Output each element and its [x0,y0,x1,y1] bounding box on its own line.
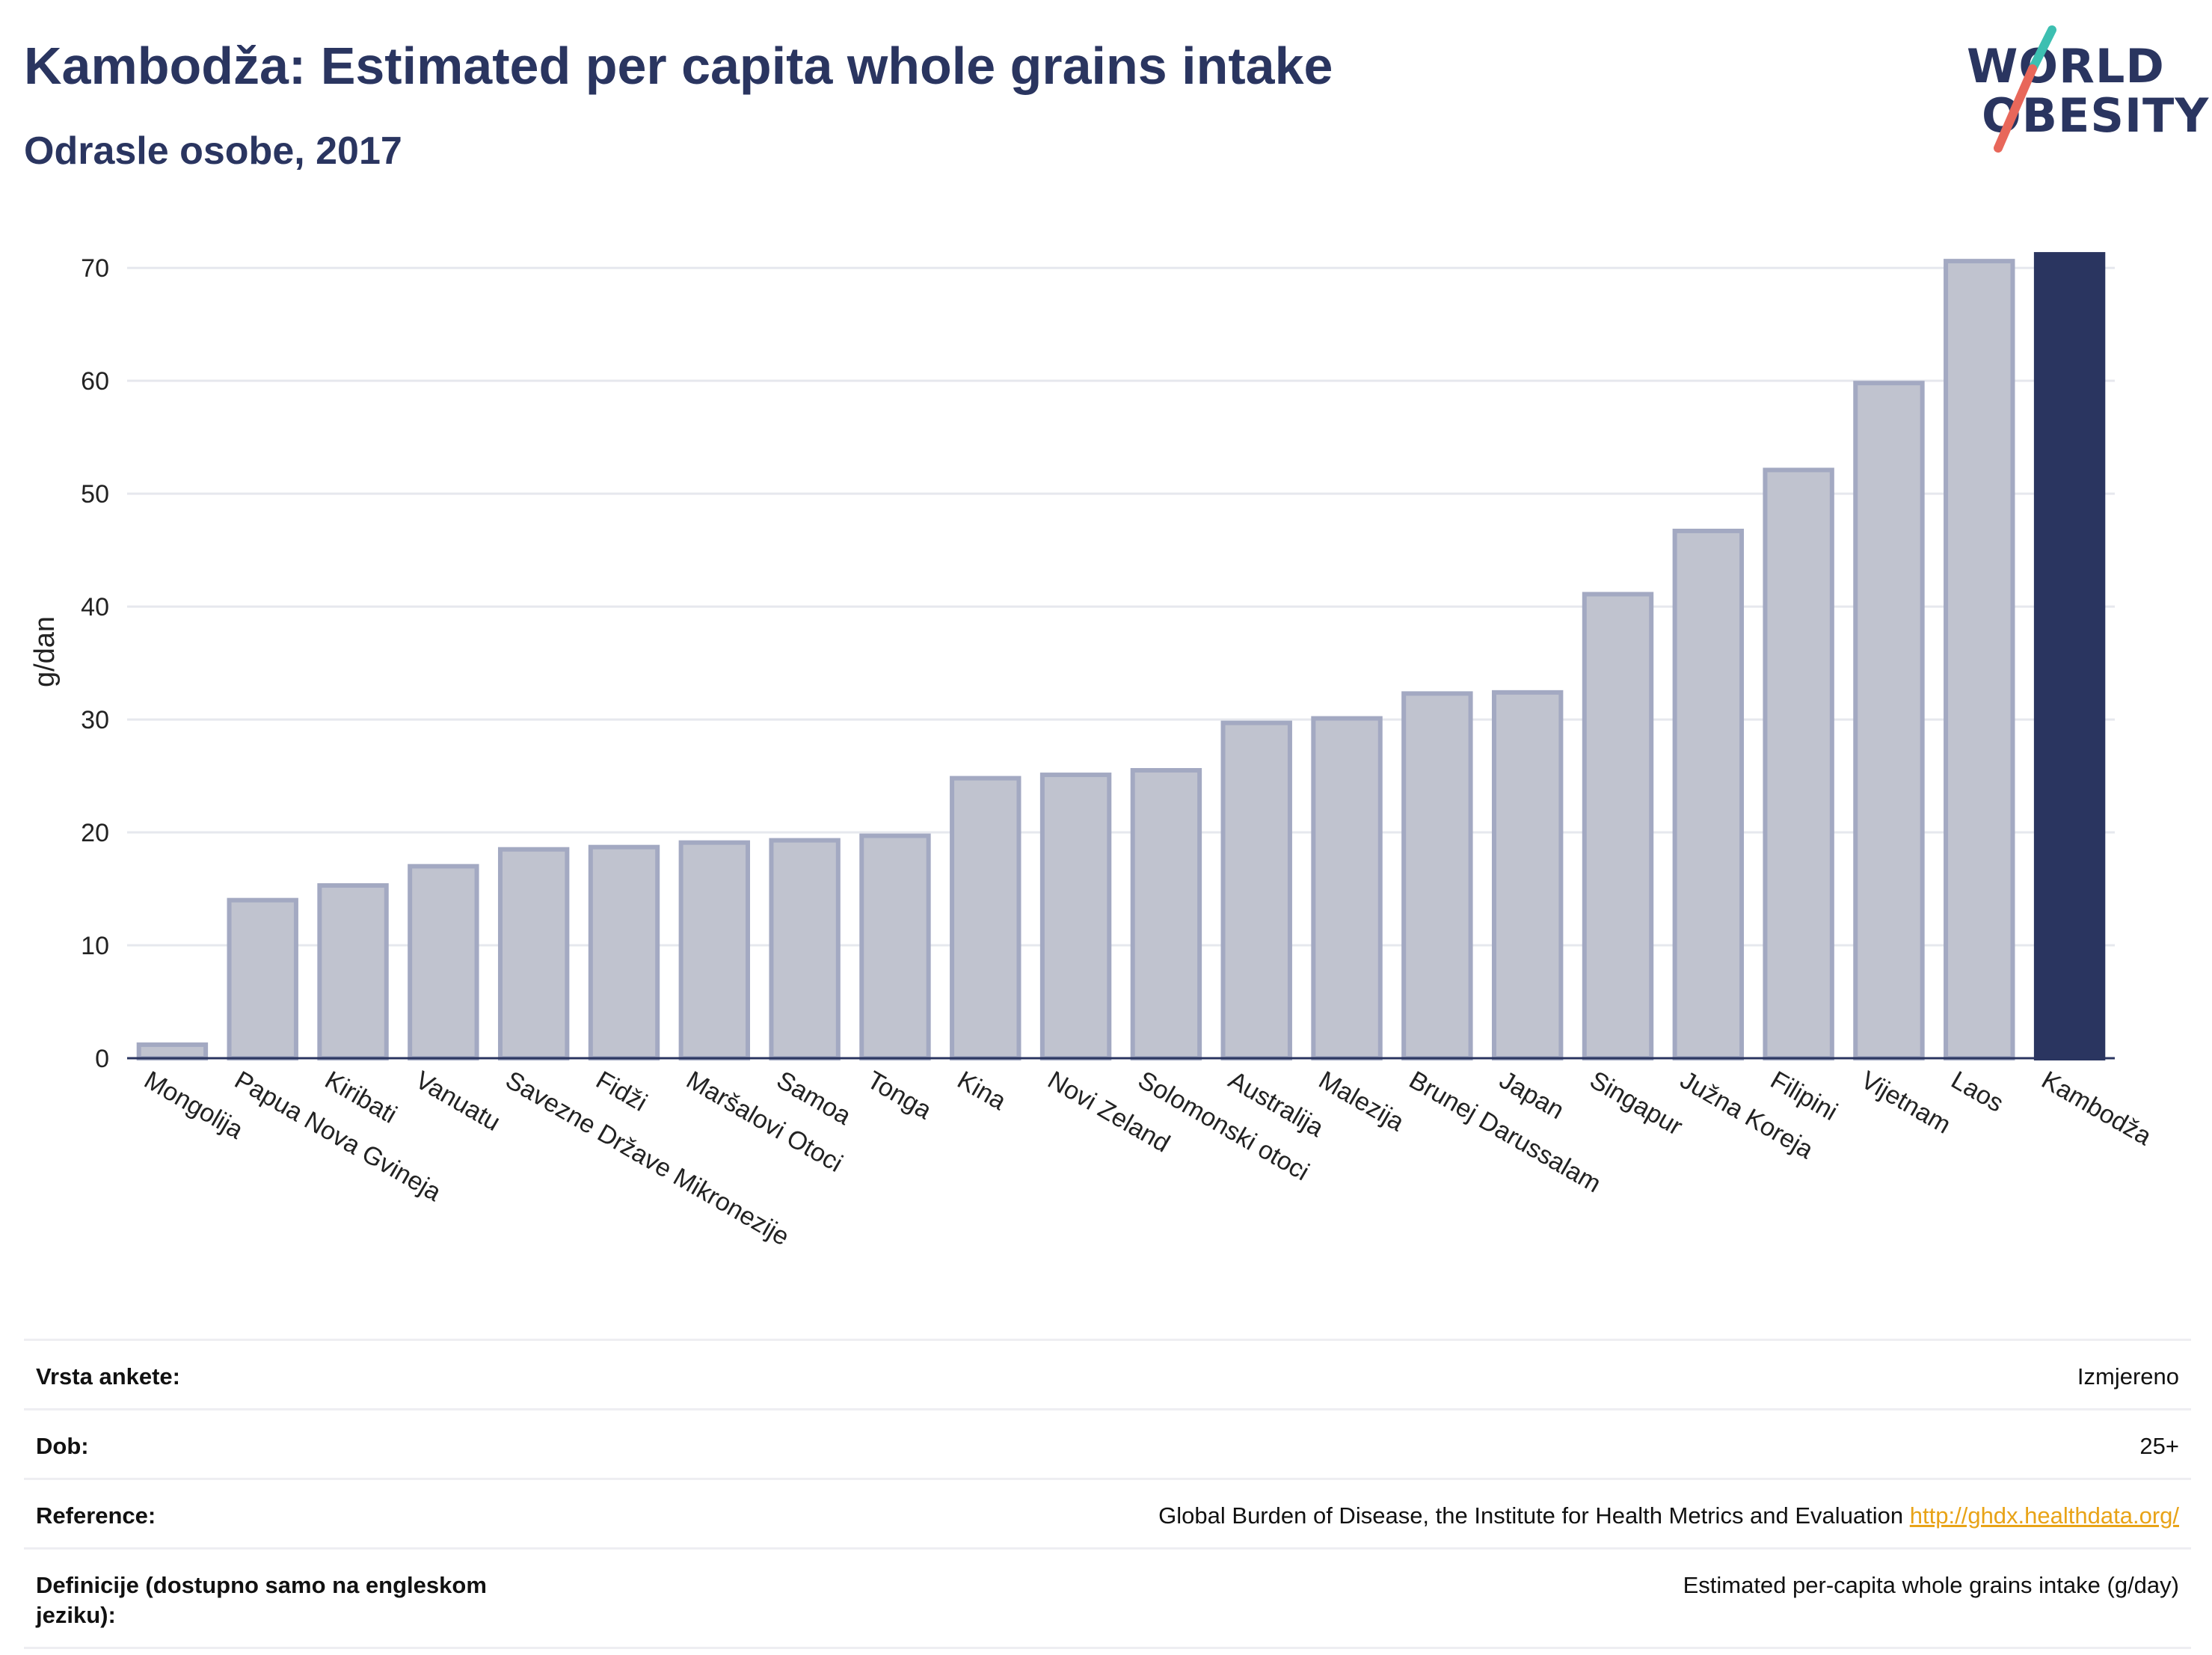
info-row-age: Dob: 25+ [24,1408,2191,1478]
bar-Japan [1491,690,1564,1060]
y-tick-label: 10 [81,932,109,960]
logo-line-1: WORLD [1967,39,2165,93]
bar-Vanuatu [408,864,479,1060]
bar-Brunej Darussalam [1401,691,1473,1061]
info-value: Estimated per-capita whole grains intake… [1683,1572,2179,1598]
bar-Tonga [859,833,931,1060]
bar-Savezne Države Mikronezije [497,847,570,1061]
info-label: Vrsta ankete: [36,1363,180,1390]
bars [136,252,2106,1061]
info-label: Dob: [36,1433,89,1459]
bar-Filipini [1763,467,1834,1061]
info-value: 25+ [2139,1433,2179,1459]
bar-Fidži [588,844,660,1060]
y-tick-label: 50 [81,480,109,509]
x-tick-label: Malezija [1314,1066,1409,1137]
bar-Kina [950,776,1021,1060]
info-table: Vrsta ankete: Izmjereno Dob: 25+ Referen… [24,1339,2191,1649]
x-tick-label: Kina [953,1066,1011,1116]
reference-text: Global Burden of Disease, the Institute … [1158,1502,1904,1529]
reference-link[interactable]: http://ghdx.healthdata.org/ [1909,1502,2179,1529]
x-tick-label: Vanuatu [411,1066,506,1137]
info-row-definitions: Definicije (dostupno samo na engleskom j… [24,1547,2191,1649]
x-tick-label: Singapur [1585,1066,1688,1141]
bar-Kambodža [2033,252,2106,1061]
y-axis-label: g/dan [29,616,61,687]
bar-Mongolija [136,1042,209,1060]
info-value: Izmjereno [2077,1363,2179,1390]
info-label: Reference: [36,1502,156,1529]
y-tick-labels: 0 10 20 30 40 50 60 70 [81,254,109,1073]
chart-subtitle: Odrasle osobe, 2017 [24,129,402,173]
y-tick-label: 60 [81,367,109,396]
bar-Novi Zeland [1039,773,1112,1060]
x-tick-label: Laos [1947,1066,2009,1118]
y-tick-label: 40 [81,593,109,621]
y-tick-label: 70 [81,254,109,283]
x-tick-label: Fidži [592,1066,652,1117]
bar-Papua Nova Gvineja [227,897,298,1061]
bar-Samoa [769,838,841,1060]
x-tick-label: Tonga [862,1066,936,1125]
bar-Vijetnam [1853,381,1925,1061]
x-tick-label: Vijetnam [1856,1066,1956,1140]
logo-slash-icon [1994,25,2056,153]
world-obesity-logo[interactable]: WORLD OBESITY [1944,22,2208,157]
bar-Južna Koreja [1672,528,1745,1060]
chart-title: Kambodža: Estimated per capita whole gra… [24,37,1333,95]
y-tick-label: 20 [81,819,109,847]
info-label: Definicije (dostupno samo na engleskom j… [36,1572,487,1628]
x-tick-label: Kambodža [2037,1066,2157,1151]
y-tick-label: 30 [81,706,109,734]
info-value: Global Burden of Disease, the Institute … [1158,1501,2191,1531]
bar-Australija [1220,720,1292,1060]
x-tick-label: Mongolija [139,1066,248,1145]
bar-Malezija [1311,716,1383,1060]
y-tick-label: 0 [95,1045,109,1073]
x-tick-label: Maršalovi Otoci [681,1066,847,1178]
bar-Laos [1944,259,2015,1060]
bar-Kiribati [317,883,389,1061]
bar-Solomonski otoci [1130,768,1202,1060]
info-row-survey-type: Vrsta ankete: Izmjereno [24,1339,2191,1408]
bar-Singapur [1582,592,1654,1060]
bar-Maršalovi Otoci [678,840,751,1060]
info-row-reference: Reference: Global Burden of Disease, the… [24,1478,2191,1547]
